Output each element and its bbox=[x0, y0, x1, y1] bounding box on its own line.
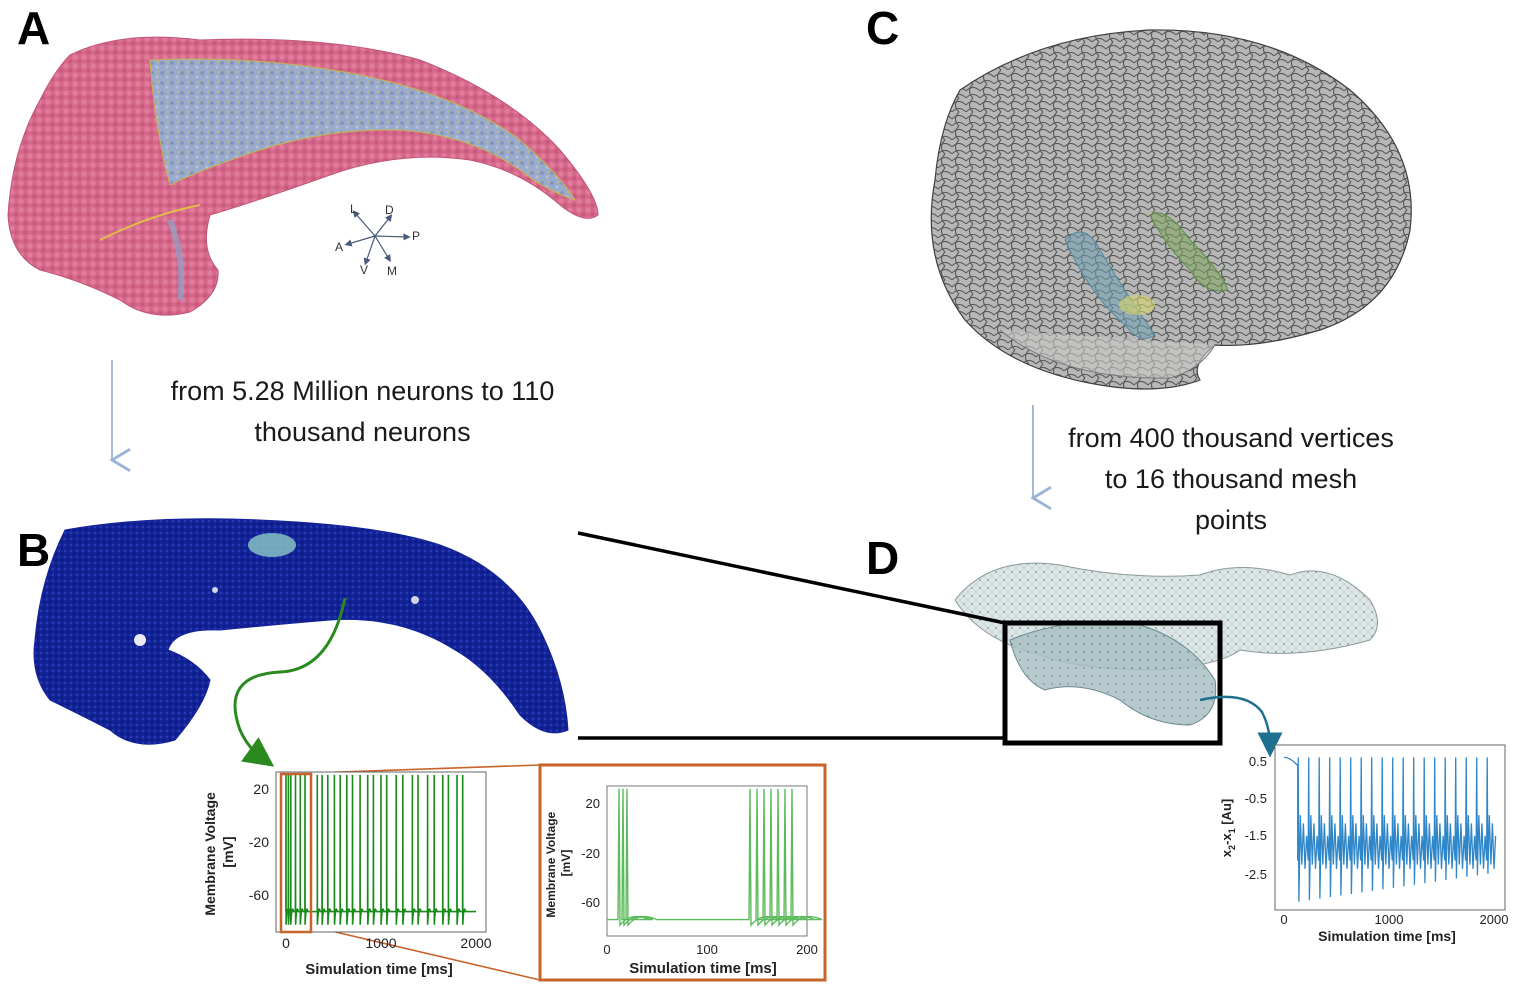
xtick-1000: 1000 bbox=[1375, 912, 1404, 927]
y-axis-title-line1: Membrane Voltage bbox=[544, 811, 558, 917]
voltage-zoom-trace-line bbox=[607, 788, 823, 928]
compass-label-d: D bbox=[385, 203, 394, 217]
xtick-2000: 2000 bbox=[460, 935, 491, 951]
compass-label-p: P bbox=[412, 229, 420, 243]
recorded-region-highlight bbox=[248, 533, 296, 557]
y-axis-title-line2: [mV] bbox=[559, 850, 573, 877]
caption-mesh-reduction-line3: points bbox=[1194, 505, 1268, 535]
caption-mesh-reduction-line2: to 16 thousand mesh bbox=[1104, 464, 1358, 494]
xtick-2000: 2000 bbox=[1480, 912, 1509, 927]
x-axis-title: Simulation time [ms] bbox=[629, 960, 777, 977]
hippocampus-reduced-model bbox=[33, 518, 569, 745]
hippocampus-full-model bbox=[7, 36, 599, 316]
caption-neuron-reduction-line1: from 5.28 Million neurons to 110 bbox=[170, 376, 555, 406]
panel-label-a: A bbox=[17, 2, 51, 54]
compass-label-v: V bbox=[360, 263, 368, 277]
orientation-compass bbox=[344, 210, 411, 266]
compass-label-a: A bbox=[335, 240, 343, 254]
caption-neuron-reduction: from 5.28 Million neurons to 110 thousan… bbox=[150, 371, 575, 453]
xtick-0: 0 bbox=[282, 935, 290, 951]
mesh-zoom-box bbox=[1002, 620, 1223, 746]
xtick-0: 0 bbox=[603, 942, 610, 957]
caption-neuron-reduction-line2: thousand neurons bbox=[254, 417, 471, 447]
y-axis-title: x2-x1 [Au] bbox=[1219, 799, 1237, 857]
ytick-minus1-5: -1.5 bbox=[1245, 828, 1267, 843]
x-axis-title: Simulation time [ms] bbox=[305, 961, 453, 978]
reduced-mesh-model bbox=[954, 562, 1378, 726]
xtick-0: 0 bbox=[1280, 912, 1287, 927]
ytick-minus2-5: -2.5 bbox=[1245, 867, 1267, 882]
y-axis-title-line2: [mV] bbox=[220, 836, 236, 867]
xtick-1000: 1000 bbox=[365, 935, 396, 951]
plot-frame bbox=[606, 785, 808, 937]
ytick-minus60: -60 bbox=[249, 887, 269, 903]
ytick-minus20: -20 bbox=[249, 834, 269, 850]
ytick-minus60: -60 bbox=[581, 895, 600, 910]
neuron-to-trace-arrow bbox=[233, 597, 347, 767]
ytick-0-5: 0.5 bbox=[1249, 754, 1267, 769]
y-axis-title-line1: Membrane Voltage bbox=[202, 792, 218, 916]
panel-label-d: D bbox=[866, 532, 900, 584]
compass-label-m: M bbox=[387, 264, 397, 278]
panel-label-b: B bbox=[17, 524, 51, 576]
zoom-connector bbox=[577, 531, 1006, 740]
x2-x1-signal-chart: 0.5 -0.5 -1.5 -2.5 0 1000 2000 Simulatio… bbox=[1219, 744, 1509, 944]
y-axis-title: Membrane Voltage [mV] bbox=[544, 808, 573, 917]
voltage-zoom-frame bbox=[538, 763, 827, 982]
x-axis-title: Simulation time [ms] bbox=[1318, 928, 1456, 944]
panel-label-c: C bbox=[866, 2, 900, 54]
compass-label-l: L bbox=[350, 202, 357, 216]
x2-x1-trace-line bbox=[1283, 756, 1497, 902]
xtick-200: 200 bbox=[796, 942, 818, 957]
voltage-trace-line bbox=[285, 774, 476, 925]
zoom-window-highlight bbox=[279, 772, 313, 934]
y-axis-title: Membrane Voltage [mV] bbox=[202, 788, 236, 915]
ytick-20: 20 bbox=[253, 781, 269, 797]
caption-mesh-reduction: from 400 thousand vertices to 16 thousan… bbox=[1045, 418, 1417, 541]
membrane-voltage-zoom-chart: 20 -20 -60 0 100 200 Simulation time [ms… bbox=[544, 785, 823, 977]
membrane-voltage-chart: 20 -20 -60 0 1000 2000 Simulation time [… bbox=[202, 771, 492, 978]
xtick-100: 100 bbox=[696, 942, 718, 957]
ytick-20: 20 bbox=[586, 796, 600, 811]
ytick-minus0-5: -0.5 bbox=[1245, 791, 1267, 806]
ytick-minus20: -20 bbox=[581, 846, 600, 861]
brain-mesh-model bbox=[930, 29, 1412, 390]
mesh-to-signal-arrow bbox=[1199, 695, 1283, 758]
caption-mesh-reduction-line1: from 400 thousand vertices bbox=[1068, 423, 1394, 453]
